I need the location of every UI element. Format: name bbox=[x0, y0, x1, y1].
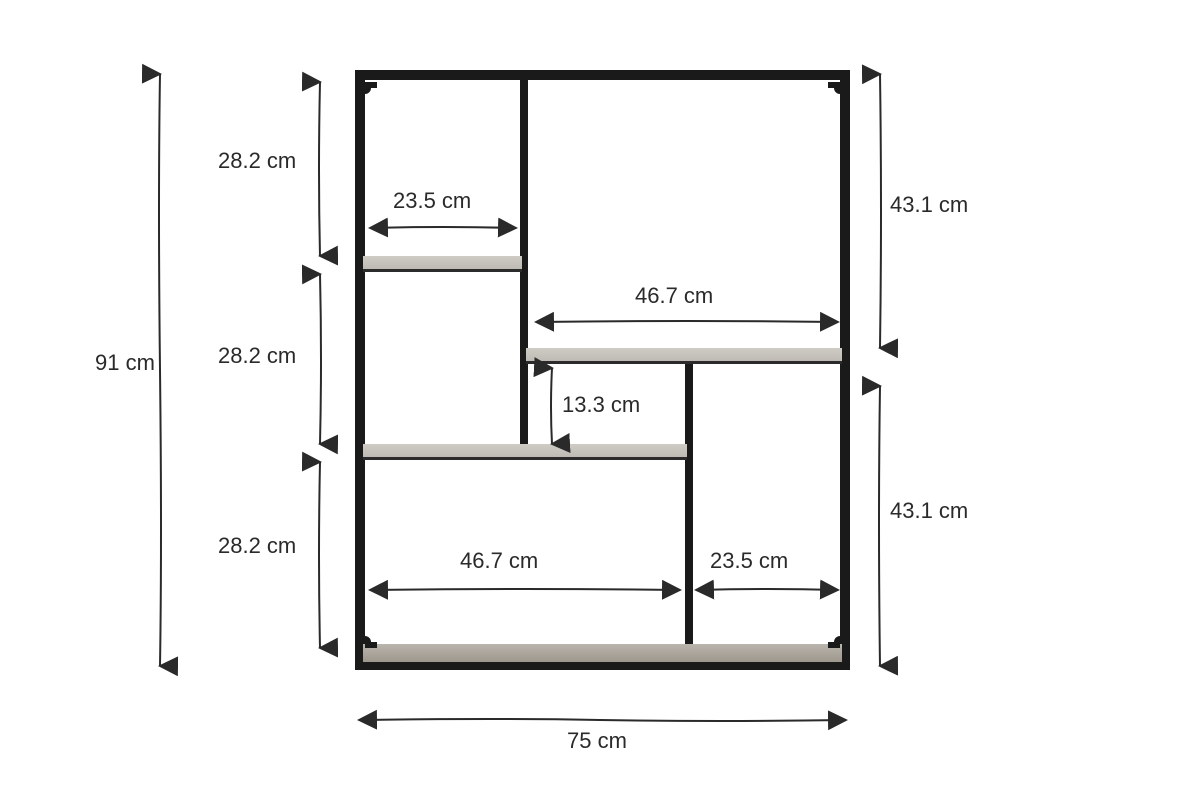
shelf-mid-left bbox=[363, 444, 687, 458]
diagram-stage: 91 cm 75 cm 28.2 cm 28.2 cm 28.2 cm 43.1… bbox=[0, 0, 1200, 800]
dim-left-3: 28.2 cm bbox=[218, 533, 296, 559]
bracket-icon bbox=[826, 630, 840, 648]
frame-top bbox=[355, 70, 850, 80]
bracket-icon bbox=[826, 82, 840, 100]
dim-left-1: 28.2 cm bbox=[218, 148, 296, 174]
dim-right-top: 43.1 cm bbox=[890, 192, 968, 218]
shelf-bottom bbox=[363, 644, 842, 662]
dim-big-bottom: 46.7 cm bbox=[460, 548, 538, 574]
shelf-edge bbox=[363, 457, 687, 460]
dim-mid-gap: 13.3 cm bbox=[562, 392, 640, 418]
frame-left bbox=[355, 70, 365, 670]
shelf-mid-right bbox=[526, 348, 842, 362]
divider-vert-lower bbox=[685, 356, 693, 662]
dim-total-height: 91 cm bbox=[95, 350, 155, 376]
dim-small-bottom: 23.5 cm bbox=[710, 548, 788, 574]
dim-left-2: 28.2 cm bbox=[218, 343, 296, 369]
bracket-icon bbox=[365, 630, 379, 648]
dim-big-top: 46.7 cm bbox=[635, 283, 713, 309]
shelf-edge bbox=[526, 361, 842, 364]
bracket-icon bbox=[365, 82, 379, 100]
shelf-edge bbox=[363, 269, 522, 272]
dim-small-top: 23.5 cm bbox=[393, 188, 471, 214]
shelf-top-left bbox=[363, 256, 522, 270]
frame-right bbox=[840, 70, 850, 670]
dim-right-bottom: 43.1 cm bbox=[890, 498, 968, 524]
dim-total-width: 75 cm bbox=[567, 728, 627, 754]
